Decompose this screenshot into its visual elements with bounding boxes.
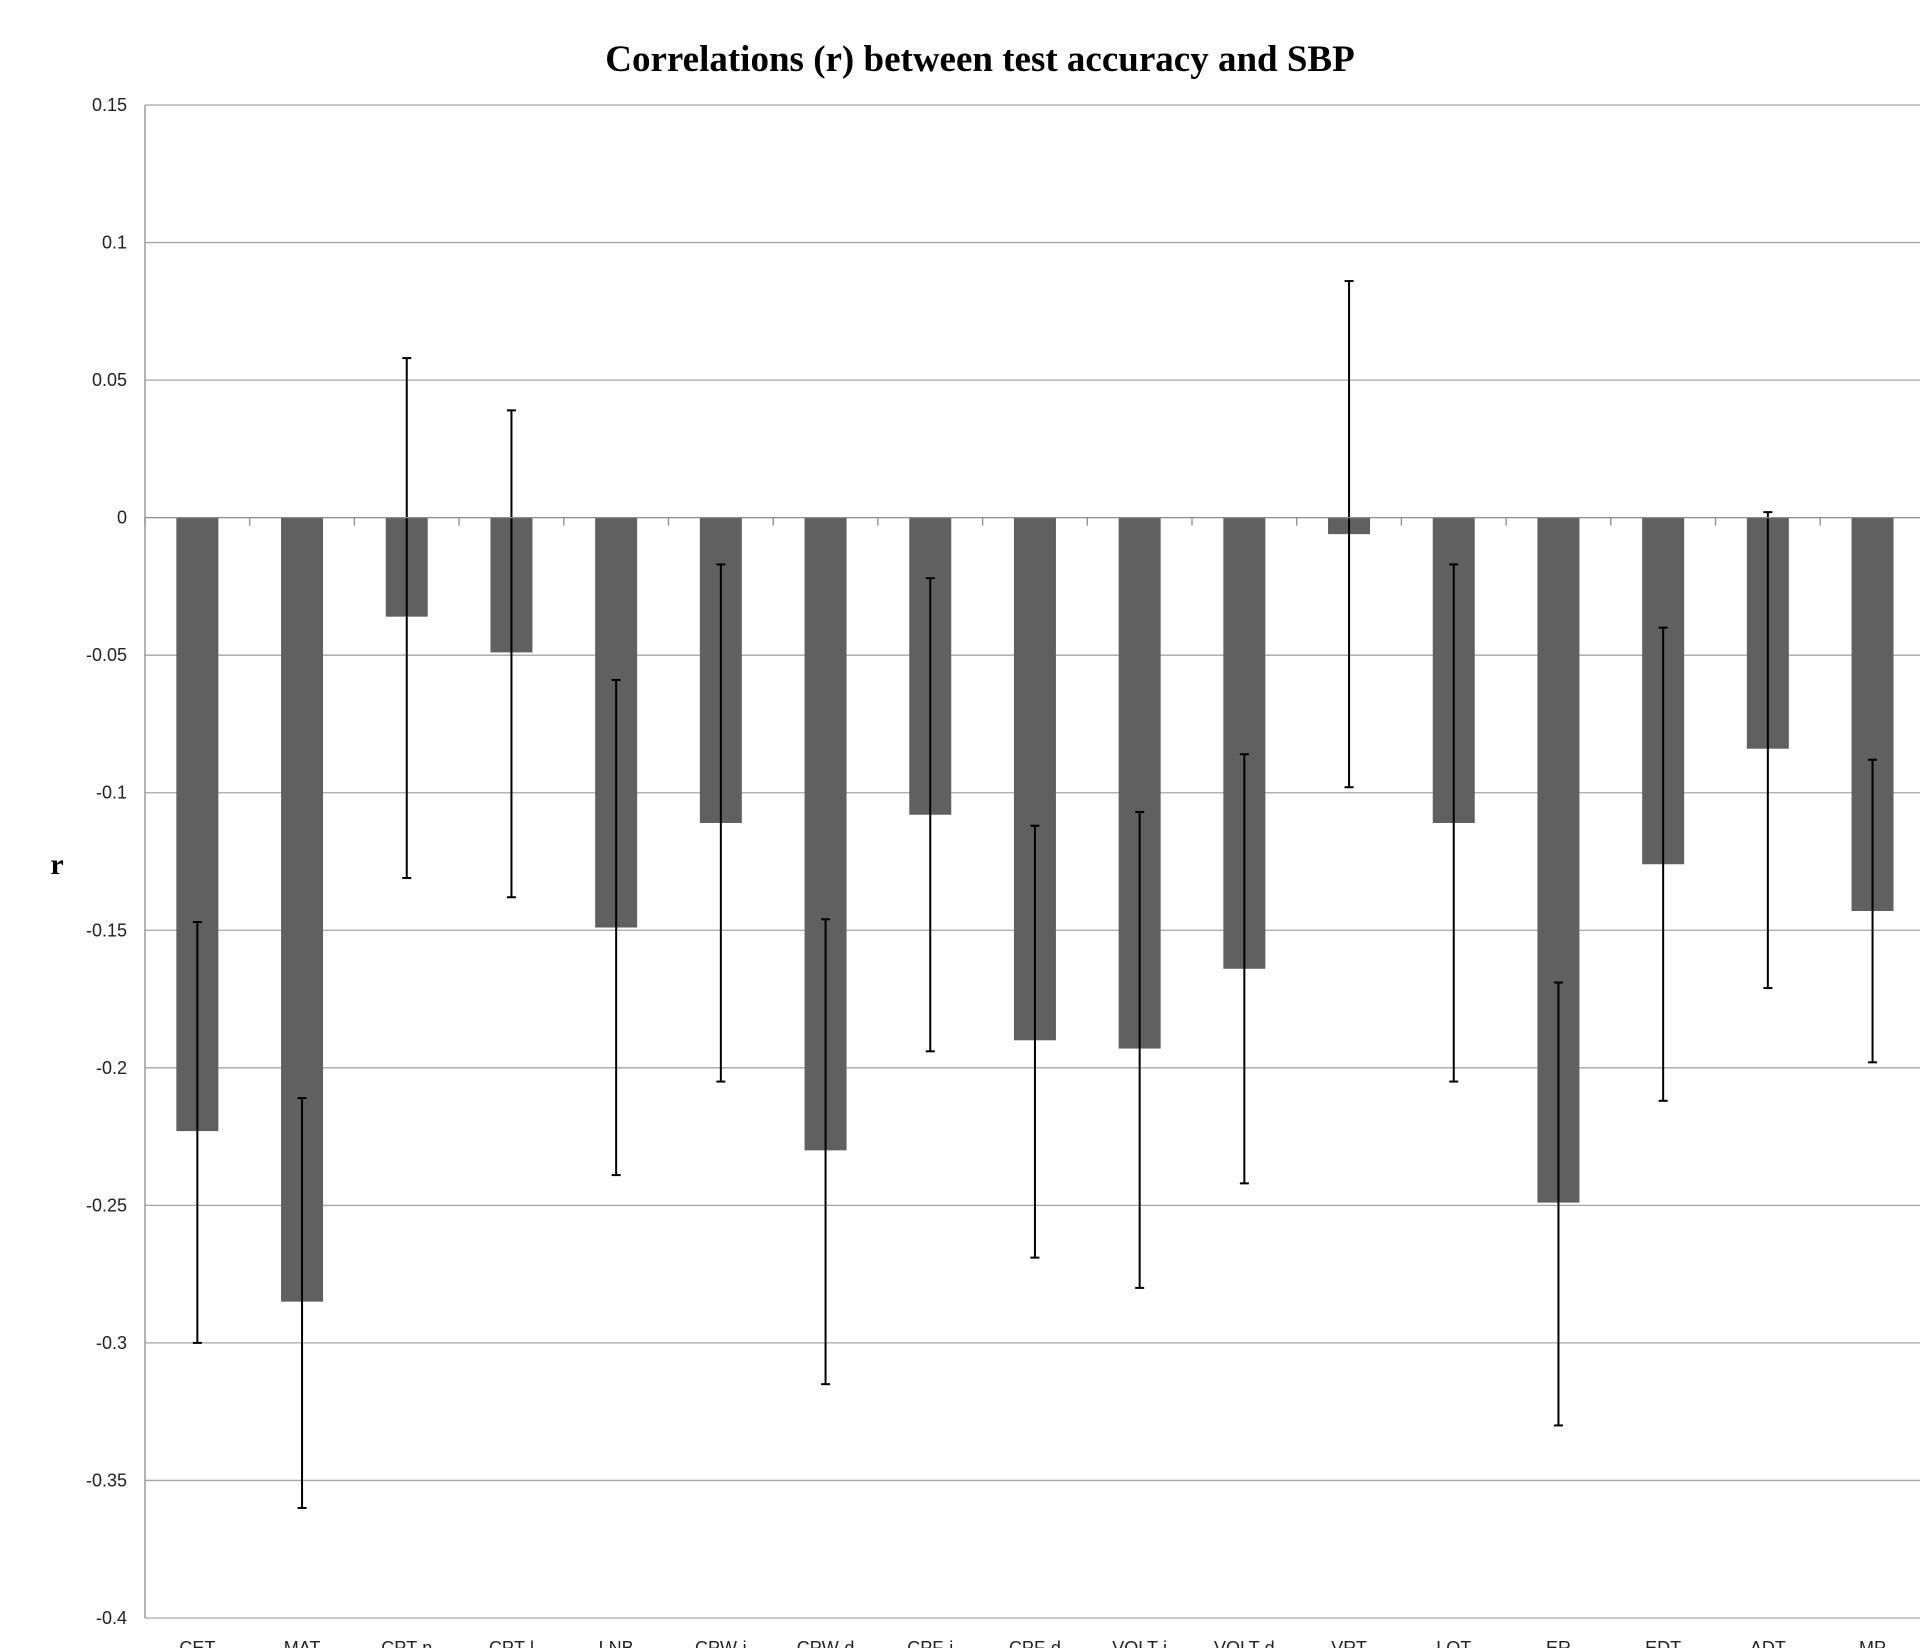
error-bar-vrt	[1344, 280, 1354, 789]
x-category-label: CPW-i	[695, 1638, 747, 1648]
error-bar-volt-d	[1239, 753, 1249, 1185]
error-bar-er	[1553, 981, 1563, 1427]
y-tick-label: -0.1	[96, 783, 127, 803]
y-tick-label: -0.35	[86, 1470, 127, 1490]
error-bar-cpf-i	[925, 577, 935, 1053]
x-category-label: MAT	[284, 1638, 321, 1648]
y-tick-label: 0.15	[92, 95, 127, 115]
x-category-label: ADT	[1750, 1638, 1786, 1648]
error-bar-mp	[1868, 758, 1878, 1064]
y-tick-label: -0.2	[96, 1058, 127, 1078]
error-bar-lot	[1449, 563, 1459, 1083]
x-category-label: VRT	[1331, 1638, 1367, 1648]
error-bar-cet	[192, 921, 202, 1344]
x-category-label: CPF-i	[907, 1638, 953, 1648]
y-tick-label: 0.1	[102, 233, 127, 253]
error-bar-lnb	[611, 678, 621, 1177]
y-tick-label: -0.05	[86, 645, 127, 665]
x-category-label: VOLT-i	[1112, 1638, 1167, 1648]
error-bar-cpw-d	[821, 918, 831, 1386]
gridlines	[145, 104, 1920, 1619]
y-tick-label: -0.15	[86, 920, 127, 940]
x-category-label: EDT	[1645, 1638, 1681, 1648]
x-category-label: CPT-n	[381, 1638, 432, 1648]
x-axis-category-labels: CET MAT CPT-n CPT-l LNB CPW-i CPW-d CPF-i CPF-d V…	[179, 1638, 1886, 1648]
error-bar-cpt-n	[402, 357, 412, 880]
x-category-label: LNB	[599, 1638, 634, 1648]
x-category-label: VOLT-d	[1214, 1638, 1275, 1648]
y-tick-label: -0.4	[96, 1608, 127, 1628]
x-category-label: CPF-d	[1009, 1638, 1061, 1648]
axes	[144, 105, 1920, 1618]
y-tick-label: 0.05	[92, 370, 127, 390]
x-category-label: ER	[1546, 1638, 1571, 1648]
error-bar-cpf-d	[1030, 824, 1040, 1259]
chart-title: Correlations (r) between test accuracy a…	[605, 39, 1354, 80]
error-bar-cpt-l	[506, 409, 516, 899]
y-axis-label: r	[50, 848, 63, 881]
y-tick-label: 0	[117, 508, 127, 528]
x-category-label: CPT-l	[489, 1638, 534, 1648]
error-bars	[192, 280, 1878, 1509]
x-category-label: CPW-d	[797, 1638, 855, 1648]
error-bar-edt	[1658, 626, 1668, 1102]
error-bar-adt	[1763, 511, 1773, 990]
x-category-label: LOT	[1436, 1638, 1471, 1648]
error-bar-mat	[297, 1097, 307, 1509]
y-axis-ticks: 0.15 0.1 0.05 0 -0.05 -0.1 -0.15 -0.2 -0.25 -0.3 -…	[86, 95, 127, 1628]
y-tick-label: -0.3	[96, 1333, 127, 1353]
y-tick-label: -0.25	[86, 1195, 127, 1215]
error-bar-volt-i	[1135, 810, 1145, 1289]
x-category-label: CET	[179, 1638, 215, 1648]
x-category-label: MP	[1859, 1638, 1886, 1648]
error-bar-cpw-i	[716, 563, 726, 1083]
bars	[176, 517, 1894, 1302]
